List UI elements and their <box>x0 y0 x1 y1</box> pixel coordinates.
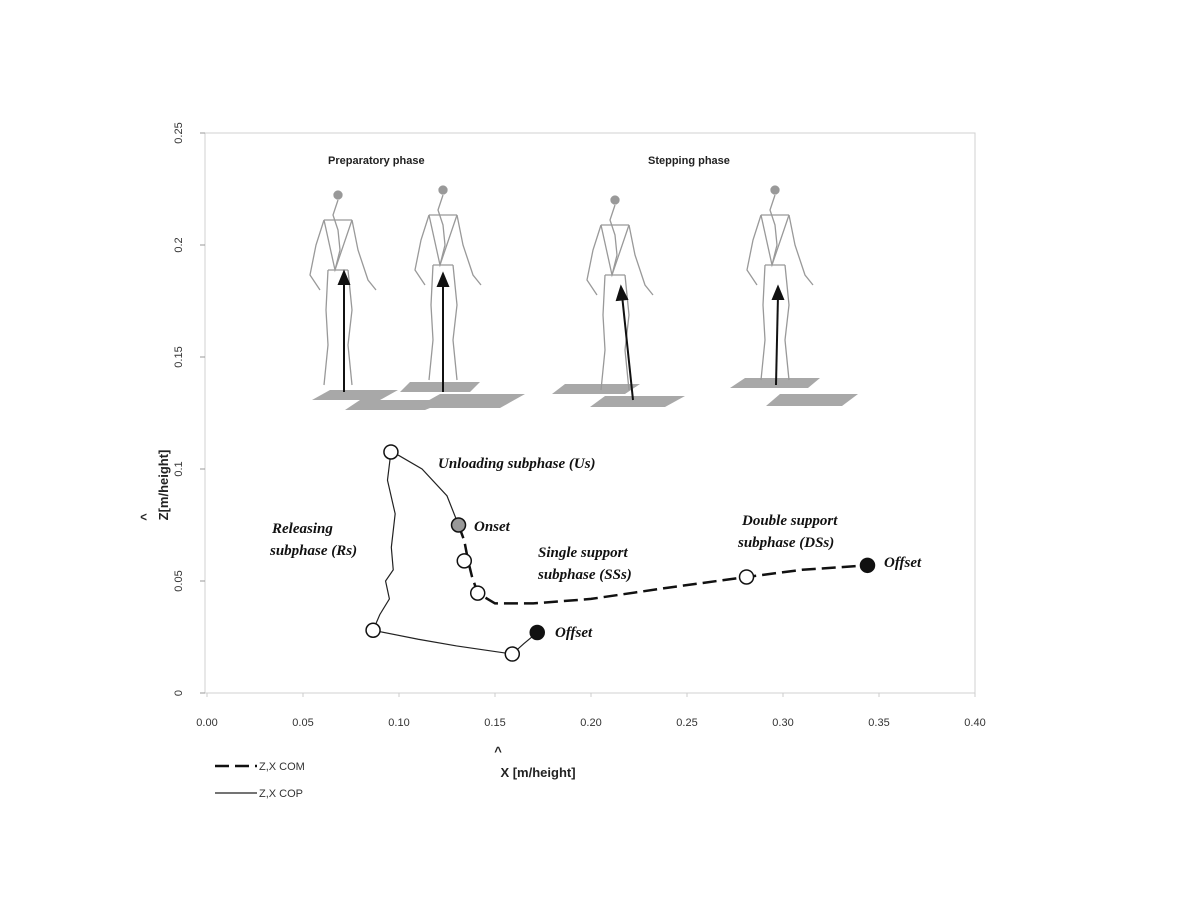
annotation: Releasing <box>271 521 333 537</box>
floor-plates <box>312 378 858 410</box>
x-tick-label: 0.30 <box>772 717 793 729</box>
series-line <box>372 451 538 655</box>
annotation: subphase (Rs) <box>269 543 357 559</box>
event-marker <box>504 646 521 662</box>
x-tick-label: 0.10 <box>388 717 409 729</box>
annotation: Preparatory phase <box>328 155 425 167</box>
annotation: Single support <box>538 545 628 561</box>
event-marker <box>738 569 755 585</box>
x-tick-label: 0.25 <box>676 717 697 729</box>
x-tick-label: 0.00 <box>196 717 217 729</box>
x-axis-label: X [m/height] <box>500 765 575 780</box>
y-tick-label: 0.2 <box>173 237 185 252</box>
annotation: subphase (SSs) <box>537 567 632 583</box>
event-marker <box>859 557 876 574</box>
event-marker <box>529 624 545 641</box>
x-axis-hat: ^ <box>494 744 502 759</box>
event-marker <box>383 444 399 460</box>
annotation: Stepping phase <box>648 155 730 167</box>
y-axis-hat: ^ <box>138 513 153 521</box>
y-tick-label: 0.15 <box>173 346 185 367</box>
annotation: Offset <box>884 555 922 571</box>
stick-figure <box>746 185 814 381</box>
plot-frame <box>204 132 976 694</box>
y-tick-label: 0 <box>173 690 185 696</box>
event-marker <box>469 585 486 601</box>
event-marker <box>456 553 473 569</box>
legend-label: Z,X COM <box>259 761 305 773</box>
annotation: Double support <box>741 513 838 529</box>
event-marker <box>365 622 381 639</box>
annotation: Unloading subphase (Us) <box>438 456 596 472</box>
annotation: Onset <box>474 519 511 535</box>
x-tick-label: 0.40 <box>964 717 985 729</box>
y-tick-label: 0.05 <box>173 570 185 591</box>
legend-label: Z,X COP <box>259 788 303 800</box>
x-tick-label: 0.05 <box>292 717 313 729</box>
annotation: subphase (DSs) <box>737 535 834 551</box>
y-tick-label: 0.1 <box>173 461 185 476</box>
force-arrows <box>337 269 785 401</box>
annotation: Offset <box>555 625 593 641</box>
x-tick-label: 0.15 <box>484 717 505 729</box>
y-tick-label: 0.25 <box>173 122 185 143</box>
stick-figure <box>414 185 482 381</box>
x-tick-label: 0.20 <box>580 717 601 729</box>
y-axis-label: Z[m/height] <box>156 450 171 521</box>
event-marker <box>450 517 467 533</box>
x-tick-label: 0.35 <box>868 717 889 729</box>
